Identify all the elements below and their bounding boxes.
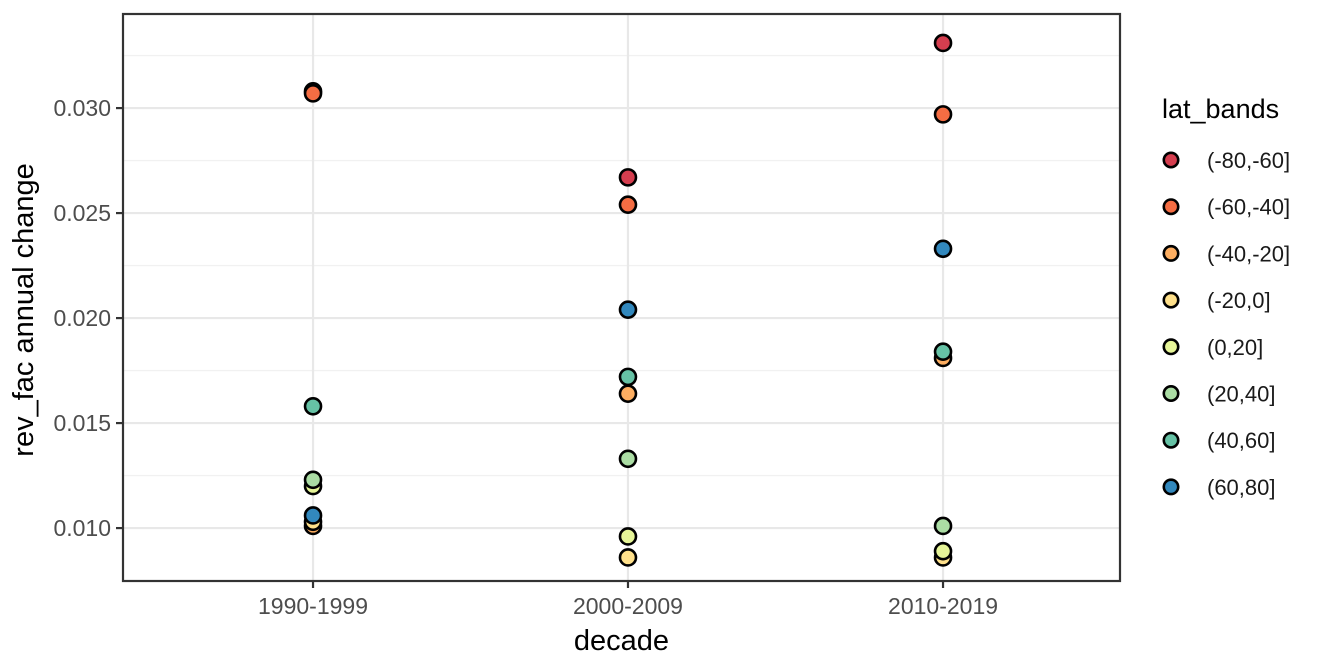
legend-label-(60,80]: (60,80]: [1207, 475, 1276, 500]
legend-label-(-40,-20]: (-40,-20]: [1207, 241, 1290, 266]
legend-key-(20,40]: [1162, 384, 1180, 402]
data-point-(40,60]-2010-2019: [933, 342, 953, 361]
legend-label-(40,60]: (40,60]: [1207, 428, 1276, 453]
legend-label-(-60,-40]: (-60,-40]: [1207, 195, 1290, 220]
data-point-(-60,-40]-2010-2019: [933, 105, 953, 124]
y-tick-label: 0.030: [53, 95, 111, 121]
data-point-(60,80]-2000-2009: [618, 300, 638, 319]
x-tick-label: 2000-2009: [573, 593, 683, 619]
legend-label-(-80,-60]: (-80,-60]: [1207, 148, 1290, 173]
legend-key-(60,80]: [1162, 478, 1180, 496]
data-point-(-20,0]-2000-2009: [618, 548, 638, 567]
data-point-(0,20]-2000-2009: [618, 527, 638, 546]
data-point-(20,40]-2000-2009: [618, 449, 638, 469]
data-point-(-80,-60]-2010-2019: [933, 33, 953, 53]
y-tick-label: 0.015: [53, 410, 111, 436]
data-point-(-40,-20]-2000-2009: [618, 384, 638, 403]
data-point-(60,80]-1990-1999: [303, 506, 323, 525]
panel-background: [123, 14, 1120, 581]
legend-key-(40,60]: [1162, 431, 1180, 449]
data-point-(-60,-40]-1990-1999: [303, 84, 323, 103]
x-axis-title: decade: [574, 625, 669, 657]
data-point-(20,40]-2010-2019: [933, 516, 953, 536]
data-point-(20,40]-1990-1999: [303, 470, 323, 490]
data-point-(-80,-60]-2000-2009: [618, 168, 638, 187]
legend-key-(-80,-60]: [1162, 151, 1180, 169]
legend-title: lat_bands: [1162, 94, 1279, 124]
data-point-(60,80]-2010-2019: [933, 239, 953, 259]
legend-key-(-40,-20]: [1162, 244, 1180, 262]
panel-border: [121, 12, 1122, 583]
data-point-(-60,-40]-2000-2009: [618, 195, 638, 214]
x-tick-label: 2010-2019: [888, 593, 998, 619]
legend-key-(-20,0]: [1162, 291, 1180, 309]
legend-key-(-60,-40]: [1162, 198, 1180, 216]
data-point-(0,20]-2010-2019: [933, 541, 953, 561]
legend-key-(0,20]: [1162, 338, 1180, 356]
y-tick-label: 0.010: [53, 515, 111, 541]
data-point-(40,60]-2000-2009: [618, 367, 638, 387]
data-point-(40,60]-1990-1999: [303, 396, 323, 416]
legend-label-(-20,0]: (-20,0]: [1207, 288, 1271, 313]
legend-label-(20,40]: (20,40]: [1207, 382, 1276, 407]
x-tick-label: 1990-1999: [258, 593, 368, 619]
y-tick-label: 0.025: [53, 200, 111, 226]
y-tick-label: 0.020: [53, 305, 111, 331]
y-axis-title: rev_fac annual change: [8, 163, 40, 456]
legend-label-(0,20]: (0,20]: [1207, 335, 1263, 360]
